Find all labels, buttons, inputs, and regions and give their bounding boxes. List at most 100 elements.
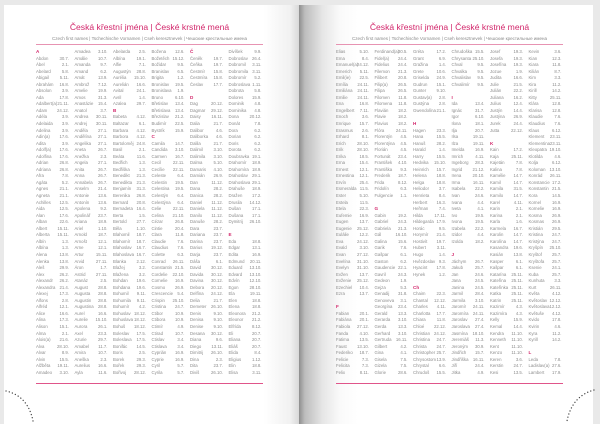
- name-day-date: 4.4.: [477, 199, 485, 205]
- first-name: Abelard: [36, 68, 51, 74]
- name-day-date: 7.8.: [61, 173, 69, 179]
- first-name: Karina: [490, 212, 503, 218]
- name-entry: Kosmas 26.9.: [529, 219, 565, 226]
- name-day-date: 1.4.: [438, 251, 446, 257]
- first-name: Dymitrij: [228, 219, 243, 225]
- name-entry: Bohdan 19.6.: [113, 278, 149, 285]
- name-entry: Igor 6.10.: [452, 114, 488, 121]
- name-day-date: 16.7.: [136, 245, 146, 251]
- name-day-date: 18.7.: [359, 350, 369, 356]
- name-entry: Božetěch 15.12.: [152, 56, 188, 63]
- name-day-date: 17.8.: [551, 317, 562, 323]
- first-name: Jaromír: [451, 304, 467, 310]
- name-entry: Hagen 23.3.: [413, 128, 449, 135]
- first-name: Felicie: [336, 356, 349, 362]
- name-entry: Amos 31.3.: [75, 95, 111, 102]
- first-name: Dorota: [228, 147, 242, 153]
- name-day-date: 24.1.: [551, 265, 562, 271]
- first-name: Katarína: [490, 271, 507, 277]
- first-name: Enoch: [336, 114, 349, 120]
- name-day-date: 11.8.: [552, 62, 562, 68]
- first-name: Dona: [228, 114, 239, 120]
- first-name: Abelarda: [113, 49, 131, 54]
- name-day-date: 18.2.: [397, 121, 408, 127]
- name-day-date: 18.8.: [251, 363, 262, 369]
- name-day-date: 4.6.: [554, 323, 562, 329]
- name-day-date: 18.9.: [251, 186, 262, 192]
- name-entry: Erna 15.4.: [336, 160, 372, 167]
- first-name: Celestýna: [151, 199, 171, 205]
- name-entry: Danuše 28.2.: [190, 219, 226, 226]
- first-name: Ilona: [451, 121, 461, 127]
- name-entry: Chiara 11.8.: [413, 317, 449, 324]
- name-day-date: 7.12.: [97, 81, 108, 87]
- name-day-date: 20.10.: [472, 173, 485, 179]
- first-name: Darina: [190, 238, 203, 244]
- first-name: Koloman: [528, 166, 546, 172]
- name-day-date: 3.4.: [177, 343, 185, 349]
- name-day-date: 12.12.: [549, 297, 562, 303]
- name-entry: Grant 6.9.: [413, 56, 449, 63]
- name-entry: Felicie 7.3.: [336, 357, 372, 364]
- first-name: Griselda: [413, 75, 430, 81]
- first-name: Čeněk: [190, 55, 203, 61]
- name-day-date: 2.1.: [515, 212, 523, 218]
- first-name: Divíšek: [228, 49, 243, 54]
- first-name: Amálie: [74, 55, 88, 61]
- first-name: Glorie: [374, 369, 386, 375]
- name-entry: Dobrota 5.8.: [229, 88, 265, 95]
- first-name: Ema: [336, 55, 345, 61]
- name-entry: Georgína 23.4.: [375, 304, 411, 311]
- first-name: Bronislava: [151, 88, 172, 94]
- name-day-date: 5.7.: [177, 369, 185, 375]
- first-name: Budimír: [151, 121, 167, 127]
- name-entry: Dobromil 3.11.: [229, 62, 265, 69]
- name-day-date: 13.6.: [97, 193, 108, 199]
- first-name: Flavie: [374, 114, 386, 120]
- name-entry: Kevin 3.6.: [529, 49, 565, 56]
- name-entry: Ela 19.11.: [229, 291, 265, 298]
- name-day-date: 15.11.: [57, 225, 69, 231]
- name-entry: Kornel 16.9.: [529, 200, 565, 207]
- first-name: Anita: [74, 166, 85, 172]
- name-day-date: 4.12.: [136, 127, 146, 133]
- first-name: Borek: [113, 356, 125, 362]
- first-name: Kunhuta: [528, 278, 545, 284]
- first-name: Augustin: [74, 297, 92, 303]
- name-entry: Ctislava 3.4.: [152, 344, 188, 351]
- first-name: Julius: [490, 101, 501, 107]
- name-entry: Gerda 13.3.: [375, 324, 411, 331]
- name-day-date: 25.11.: [511, 291, 523, 297]
- name-day-date: 23.4.: [397, 304, 408, 310]
- name-entry: Katrin 25.11.: [490, 298, 526, 305]
- first-name: Diana: [190, 337, 202, 343]
- first-name: Diviš: [190, 369, 200, 375]
- name-day-date: 31.7.: [474, 107, 485, 113]
- name-entry: Imelda 16.9.: [452, 147, 488, 154]
- name-day-date: 25.11.: [511, 284, 523, 290]
- name-entry: Ivan 24.6.: [452, 193, 488, 200]
- name-day-date: 5.11.: [359, 68, 369, 74]
- first-name: Erik: [336, 147, 344, 153]
- name-entry: Chrysanta 25.10.: [452, 56, 488, 63]
- name-entry: Enrique 15.7.: [336, 121, 372, 128]
- name-entry: Irena 20.10.: [452, 173, 488, 180]
- name-day-date: 4.11.: [513, 199, 523, 205]
- name-entry: Elida 8.4.: [229, 350, 265, 357]
- name-entry: Azalea 29.7.: [113, 101, 149, 108]
- name-entry: Elisa 3.11.: [229, 370, 265, 377]
- first-name: Hugo: [413, 251, 424, 257]
- name-entry: Alice 16.6.: [36, 311, 72, 318]
- name-entry: Atanáz 2.5.: [75, 278, 111, 285]
- first-name: Emilie: [336, 94, 348, 100]
- first-name: Eva: [336, 238, 344, 244]
- first-name: Flavius: [374, 121, 389, 127]
- name-day-date: 10.7.: [97, 350, 108, 356]
- name-day-date: 4.5.: [400, 147, 408, 153]
- name-entry: Blahomír 18.7.: [113, 239, 149, 246]
- first-name: Dina: [190, 356, 199, 362]
- name-day-date: 26.9.: [551, 212, 562, 218]
- name-entry: Elin 18.8.: [229, 363, 265, 370]
- name-entry: Amand 6.2.: [75, 69, 111, 76]
- first-name: Danilo: [190, 212, 203, 218]
